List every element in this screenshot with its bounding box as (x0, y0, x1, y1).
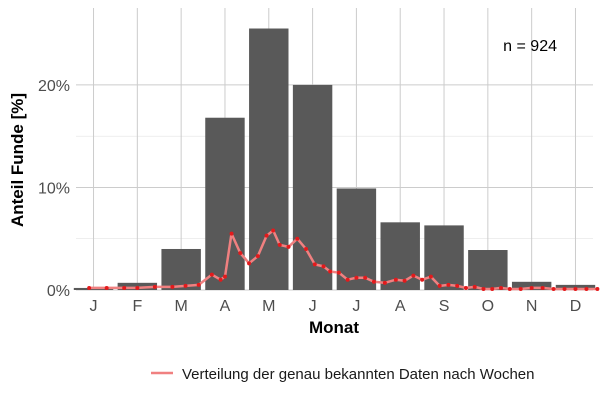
bar-8 (380, 222, 420, 290)
weekly-point (312, 262, 317, 267)
weekly-point (247, 261, 252, 266)
weekly-point (135, 285, 140, 290)
weekly-point (328, 269, 333, 274)
y-tick-label: 10% (38, 180, 70, 197)
weekly-point (446, 282, 451, 287)
weekly-point (573, 286, 578, 291)
weekly-point (286, 244, 291, 249)
weekly-point (584, 286, 589, 291)
weekly-point (490, 286, 495, 291)
weekly-point (336, 270, 341, 275)
weekly-point (222, 274, 227, 279)
weekly-point (218, 277, 223, 282)
legend-label: Verteilung der genau bekannten Daten nac… (182, 366, 535, 383)
weekly-point (393, 277, 398, 282)
bar-4 (205, 117, 245, 290)
weekly-point (507, 286, 512, 291)
x-tick-label: F (132, 298, 142, 315)
weekly-point (229, 231, 234, 236)
x-tick-label: S (439, 298, 450, 315)
weekly-point (463, 285, 468, 290)
weekly-point (304, 246, 309, 251)
weekly-point (183, 283, 188, 288)
weekly-point (255, 254, 260, 259)
weekly-point (238, 251, 243, 256)
bar-7 (336, 188, 377, 290)
sample-size-annotation: n = 924 (503, 38, 557, 55)
weekly-point (271, 228, 276, 233)
weekly-point (420, 277, 425, 282)
x-tick-label: J (309, 298, 317, 315)
bar-5 (249, 28, 289, 290)
weekly-point (371, 279, 376, 284)
bar-3 (161, 248, 201, 290)
weekly-point (152, 284, 157, 289)
y-axis-title: Anteil Funde [%] (8, 93, 27, 227)
weekly-point (437, 283, 442, 288)
y-tick-label: 20% (38, 78, 70, 95)
weekly-point (498, 285, 503, 290)
y-tick-labels: 0% 10% 20% (38, 78, 70, 300)
weekly-point (402, 278, 407, 283)
weekly-point (411, 273, 416, 278)
weekly-point (540, 285, 545, 290)
legend: Verteilung der genau bekannten Daten nac… (151, 366, 535, 383)
weekly-point (529, 285, 534, 290)
bar-10 (468, 250, 508, 290)
weekly-point (87, 285, 92, 290)
weekly-point (551, 286, 556, 291)
weekly-point (472, 284, 477, 289)
x-tick-label: N (526, 298, 538, 315)
weekly-line-path (89, 229, 598, 291)
weekly-point (122, 285, 127, 290)
weekly-point (428, 274, 433, 279)
weekly-point (345, 277, 350, 282)
x-tick-label: M (262, 298, 275, 315)
weekly-point (363, 275, 368, 280)
weekly-point (277, 242, 282, 247)
weekly-point (209, 272, 214, 277)
x-tick-label: J (90, 298, 98, 315)
x-tick-label: A (395, 298, 406, 315)
x-tick-label: M (174, 298, 187, 315)
weekly-point (295, 236, 300, 241)
weekly-point (321, 264, 326, 269)
bar-9 (424, 225, 464, 290)
y-tick-label: 0% (47, 283, 70, 300)
x-tick-label: O (482, 298, 494, 315)
x-tick-label: A (220, 298, 231, 315)
weekly-point (354, 275, 359, 280)
bar-6 (292, 84, 333, 290)
weekly-point (382, 280, 387, 285)
bars (73, 28, 596, 290)
weekly-point (104, 285, 109, 290)
weekly-point (562, 286, 567, 291)
bar-11 (511, 281, 552, 290)
x-axis-title: Monat (309, 318, 359, 337)
weekly-line (87, 228, 600, 291)
weekly-point (196, 282, 201, 287)
x-tick-label: J (352, 298, 360, 315)
weekly-point (595, 286, 600, 291)
x-tick-label: D (570, 298, 582, 315)
weekly-point (455, 283, 460, 288)
weekly-point (518, 286, 523, 291)
weekly-point (264, 233, 269, 238)
weekly-point (170, 284, 175, 289)
weekly-point (481, 286, 486, 291)
